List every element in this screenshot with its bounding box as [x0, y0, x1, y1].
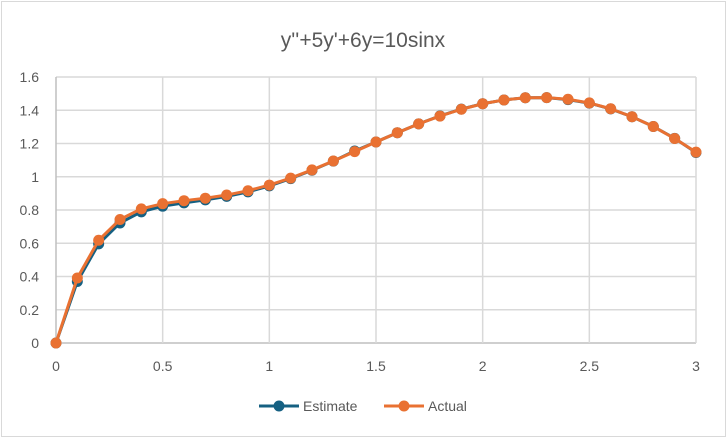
x-tick-label: 0	[52, 358, 60, 374]
data-point-actual	[562, 93, 574, 105]
data-point-actual	[71, 272, 83, 284]
data-point-actual	[669, 133, 681, 145]
data-point-actual	[327, 155, 339, 167]
series-actual	[50, 92, 702, 349]
legend: Estimate Actual	[259, 398, 467, 414]
data-point-actual	[114, 213, 126, 225]
data-point-actual	[135, 203, 147, 215]
data-point-actual	[306, 164, 318, 176]
data-point-actual	[370, 136, 382, 148]
y-axis-ticks: 0 0.2 0.4 0.6 0.8 1 1.2 1.4 1.6	[20, 69, 40, 351]
y-tick-label: 0	[31, 335, 39, 351]
gridlines	[55, 76, 697, 344]
data-point-actual	[541, 92, 553, 104]
x-tick-label: 1	[265, 358, 273, 374]
data-point-actual	[93, 234, 105, 246]
data-point-actual	[242, 185, 254, 197]
data-point-actual	[413, 118, 425, 130]
y-tick-label: 0.2	[20, 302, 40, 318]
data-point-actual	[50, 337, 62, 349]
legend-marker-estimate	[273, 400, 285, 412]
series-layer	[50, 92, 702, 349]
data-point-actual	[605, 103, 617, 115]
legend-marker-actual	[398, 400, 410, 412]
data-point-actual	[349, 146, 361, 158]
y-tick-label: 1.6	[20, 69, 40, 85]
legend-item-actual[interactable]: Actual	[384, 398, 467, 414]
x-tick-label: 2	[479, 358, 487, 374]
y-tick-label: 0.6	[20, 235, 40, 251]
data-point-actual	[157, 198, 169, 210]
data-point-actual	[221, 189, 233, 201]
data-point-actual	[626, 111, 638, 123]
data-point-actual	[199, 192, 211, 204]
legend-label-estimate: Estimate	[303, 398, 358, 414]
x-tick-label: 1.5	[366, 358, 386, 374]
x-tick-label: 2.5	[580, 358, 600, 374]
data-point-actual	[477, 98, 489, 110]
data-point-actual	[647, 121, 659, 133]
y-tick-label: 0.8	[20, 202, 40, 218]
data-point-actual	[178, 195, 190, 207]
legend-label-actual: Actual	[428, 398, 467, 414]
y-tick-label: 0.4	[20, 269, 40, 285]
y-tick-label: 1	[31, 169, 39, 185]
data-point-actual	[285, 172, 297, 184]
data-point-actual	[690, 146, 702, 158]
y-tick-label: 1.2	[20, 136, 40, 152]
legend-item-estimate[interactable]: Estimate	[259, 398, 358, 414]
data-point-actual	[263, 179, 275, 191]
data-point-actual	[583, 97, 595, 109]
data-point-actual	[519, 92, 531, 104]
data-point-actual	[434, 110, 446, 122]
y-tick-label: 1.4	[20, 102, 40, 118]
x-tick-label: 0.5	[153, 358, 173, 374]
data-point-actual	[498, 94, 510, 106]
x-tick-label: 3	[692, 358, 700, 374]
x-axis-ticks: 0 0.5 1 1.5 2 2.5 3	[52, 358, 700, 374]
data-point-actual	[455, 103, 467, 115]
data-point-actual	[391, 127, 403, 139]
chart-title: y''+5y'+6y=10sinx	[281, 29, 446, 52]
